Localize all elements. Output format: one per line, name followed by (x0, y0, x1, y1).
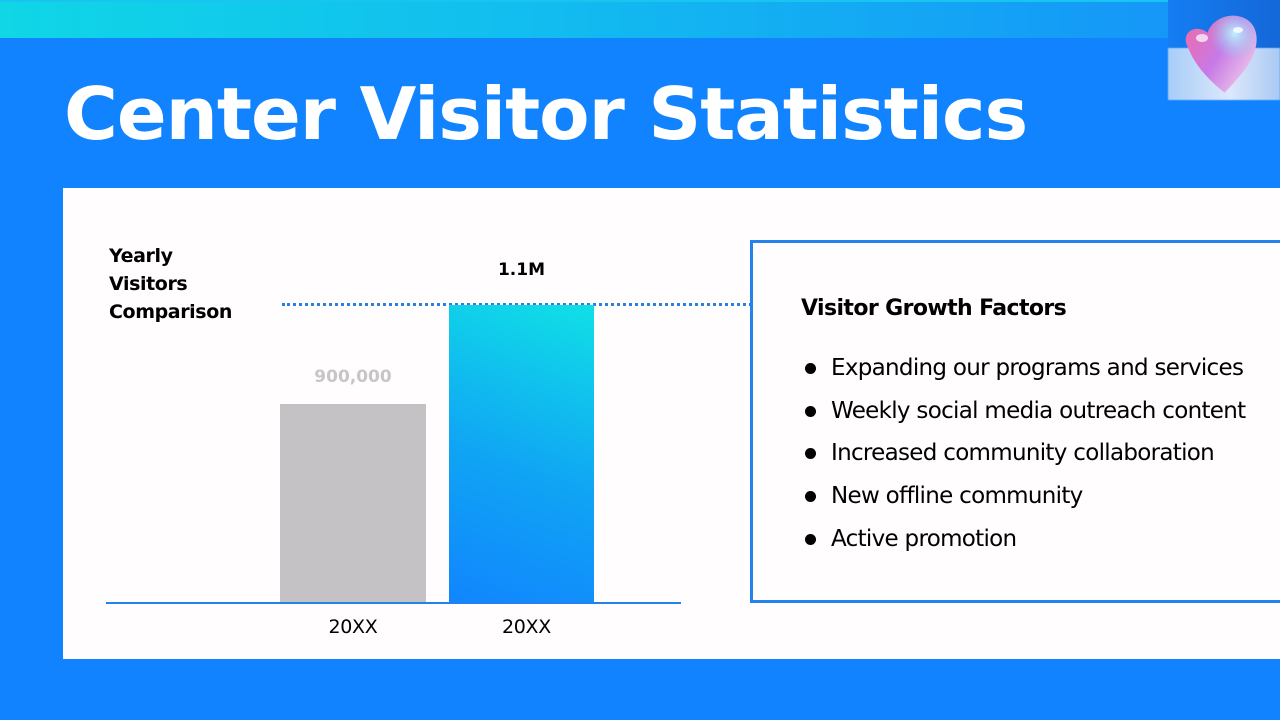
bullet-icon (805, 405, 816, 417)
x-axis (106, 602, 681, 604)
list-item-text: Weekly social media outreach content (831, 397, 1246, 424)
list-item-text: Increased community collaboration (831, 440, 1215, 467)
list-item-text: New offline community (831, 483, 1083, 510)
page-title: Center Visitor Statistics (64, 72, 1028, 156)
list-item: Weekly social media outreach content (801, 391, 1246, 434)
top-gradient-band (0, 0, 1168, 38)
growth-factors-panel (750, 240, 1280, 603)
heart-icon (1185, 15, 1257, 93)
chart-title-line: Visitors (109, 273, 188, 295)
chart-title: Yearly Visitors Comparison (109, 242, 269, 326)
chart-title-line: Comparison (109, 301, 232, 323)
bullet-icon (805, 491, 816, 503)
bar-current-year (449, 305, 594, 603)
list-item-text: Active promotion (831, 525, 1017, 552)
growth-factors-list: Expanding our programs and services Week… (801, 348, 1246, 562)
bar-value-label: 1.1M (497, 260, 546, 280)
list-item: New offline community (801, 476, 1245, 519)
bullet-icon (805, 533, 816, 545)
growth-factors-title: Visitor Growth Factors (801, 296, 1067, 321)
x-axis-tick-label: 20XX (328, 616, 378, 638)
list-item-text: Expanding our programs and services (831, 355, 1244, 381)
list-item: Increased community collaboration (801, 433, 1245, 476)
bar-previous-year (280, 404, 426, 603)
bar-value-label: 900,000 (314, 367, 392, 387)
bullet-icon (805, 363, 816, 374)
chart-title-line: Yearly (109, 245, 173, 267)
list-item: Expanding our programs and services (801, 348, 1245, 391)
x-axis-tick-label: 20XX (501, 616, 551, 638)
reference-line (282, 303, 752, 306)
list-item: Active promotion (801, 519, 1245, 562)
bullet-icon (805, 448, 816, 460)
